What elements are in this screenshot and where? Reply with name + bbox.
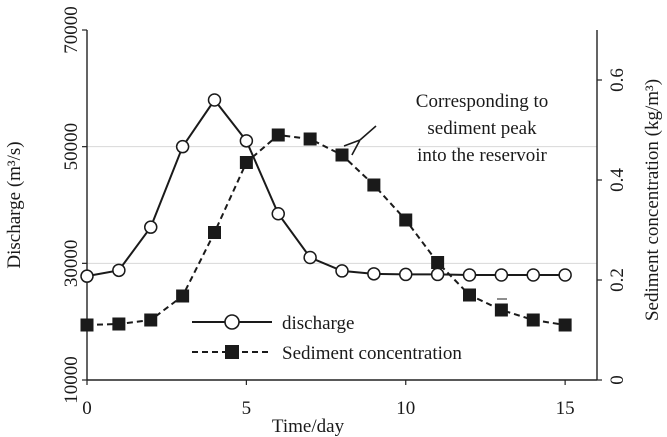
legend-discharge-marker bbox=[224, 314, 240, 330]
discharge-point bbox=[112, 263, 126, 278]
y-left-tick-label: 10000 bbox=[61, 356, 82, 404]
discharge-point bbox=[144, 220, 158, 234]
annotation: Corresponding to sediment peak into the … bbox=[360, 91, 548, 300]
discharge-point bbox=[271, 207, 285, 221]
sediment-point bbox=[303, 132, 317, 146]
sediment-point bbox=[335, 148, 349, 162]
sediment-point bbox=[399, 213, 413, 227]
sediment-point bbox=[494, 303, 508, 317]
legend: discharge Sediment concentration bbox=[192, 313, 462, 364]
x-tick-label: 5 bbox=[242, 398, 252, 419]
sediment-line bbox=[86, 133, 566, 326]
sediment-point bbox=[112, 317, 126, 331]
sediment-point bbox=[144, 313, 158, 327]
x-tick-label: 15 bbox=[556, 398, 575, 419]
sediment-point bbox=[176, 289, 190, 303]
grid-lines bbox=[87, 146, 597, 264]
discharge-point bbox=[207, 93, 222, 107]
y-left-tick-label: 70000 bbox=[61, 6, 82, 54]
legend-sediment-marker bbox=[225, 345, 239, 359]
x-axis-title: Time/day bbox=[272, 416, 345, 437]
left-axis-title: Discharge (m³/s) bbox=[4, 141, 25, 268]
right-axis-title: Sediment concentration (kg/m³) bbox=[642, 79, 663, 321]
y-right-tick-label: 0.4 bbox=[607, 168, 628, 192]
annotation-line-3: into the reservoir bbox=[417, 145, 547, 166]
discharge-point bbox=[303, 250, 317, 265]
sediment-point bbox=[80, 318, 94, 332]
discharge-point bbox=[430, 267, 445, 282]
sediment-point bbox=[271, 128, 285, 142]
sediment-point bbox=[558, 318, 572, 332]
legend-sediment-label: Sediment concentration bbox=[282, 343, 462, 364]
sediment-point bbox=[367, 178, 381, 192]
discharge-point bbox=[462, 268, 477, 282]
y-left-tick-label: 30000 bbox=[61, 240, 82, 288]
annotation-line-1: Corresponding to bbox=[416, 91, 548, 112]
sediment-point bbox=[463, 288, 476, 302]
x-tick-label: 10 bbox=[396, 398, 415, 419]
discharge-point bbox=[80, 269, 94, 283]
sediment-point bbox=[208, 226, 221, 239]
discharge-point bbox=[239, 134, 254, 148]
annotation-arrow bbox=[360, 125, 377, 140]
discharge-point bbox=[367, 267, 381, 281]
sediment-point bbox=[239, 156, 253, 169]
discharge-line bbox=[86, 98, 566, 278]
discharge-point bbox=[335, 264, 349, 278]
x-tick-label: 0 bbox=[82, 398, 92, 419]
sediment-point bbox=[526, 313, 540, 327]
discharge-point bbox=[494, 268, 509, 282]
y-right-tick-label: 0 bbox=[607, 375, 628, 385]
y-left-tick-label: 50000 bbox=[61, 123, 82, 171]
annotation-line-2: sediment peak bbox=[427, 118, 537, 139]
legend-discharge-label: discharge bbox=[282, 313, 354, 334]
y-right-tick-label: 0.6 bbox=[607, 68, 628, 92]
series bbox=[80, 93, 572, 332]
discharge-point bbox=[558, 268, 572, 282]
discharge-point bbox=[526, 268, 540, 282]
y-right-tick-label: 0.2 bbox=[607, 268, 628, 292]
discharge-point bbox=[175, 139, 190, 154]
axis-ticks: 0 5 10 15 10000 30000 50000 70000 0 0.2 0.4 0.6 bbox=[61, 6, 628, 419]
sediment-point bbox=[431, 256, 445, 269]
discharge-point bbox=[399, 267, 413, 282]
